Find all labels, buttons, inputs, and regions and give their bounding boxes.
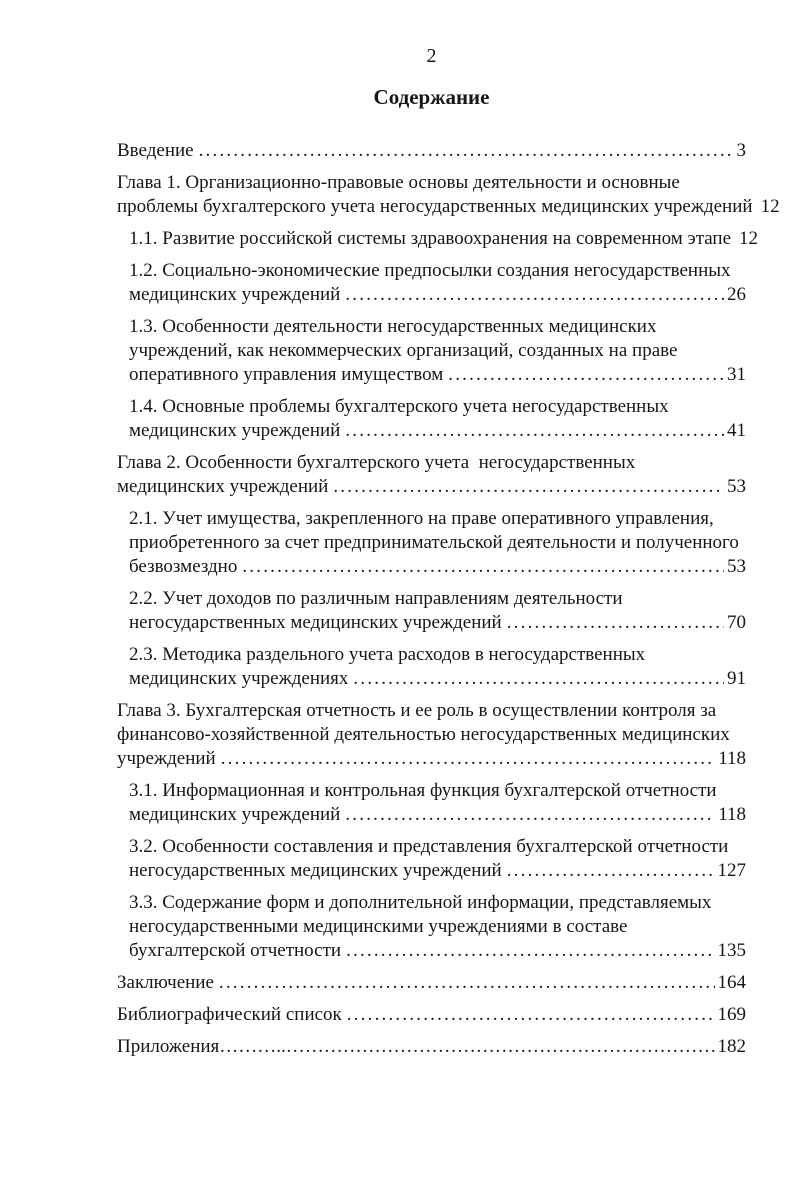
toc-entry-line: финансово-хозяйственной деятельностью не… [117,724,730,745]
toc-page-ref: 135 [717,940,747,961]
toc-entry-2-1: 2.1. Учет имущества, закрепленного на пр… [129,507,746,579]
toc-page-ref: 118 [718,748,746,769]
toc-entry-3-2: 3.2. Особенности составления и представл… [129,835,746,883]
toc-entry-title: негосударственных медицинских учреждений [129,612,502,633]
toc-entry-line: учреждений, как некоммерческих организац… [129,340,678,361]
toc-entry-title: медицинских учреждений [129,284,341,305]
dot-leader [345,419,724,443]
toc-entry-line: 2.2. Учет доходов по различным направлен… [129,588,623,609]
toc-page-ref: 164 [717,972,747,993]
toc-entry-title: бухгалтерской отчетности [129,940,342,961]
toc-page-ref: 26 [727,284,746,305]
toc-entry-title: Приложения [117,1036,220,1057]
page-number: 2 [426,45,437,67]
toc-entry-title: Заключение [117,972,214,993]
toc-page-ref: 127 [717,860,747,881]
toc-page-ref: 182 [717,1036,747,1057]
toc-page-ref: 169 [717,1004,747,1025]
toc-entry-vvedenie: Введение 3 [117,139,746,163]
toc-entry-line: 3.2. Особенности составления и представл… [129,836,729,857]
toc-entry-title: негосударственных медицинских учреждений [129,860,502,881]
toc-entry-line: приобретенного за счет предпринимательск… [129,532,739,553]
table-of-contents: Введение 3 Глава 1. Организационно-право… [117,139,780,1059]
dot-leader [219,971,715,995]
toc-page-ref: 41 [727,420,746,441]
toc-entry-title: медицинских учреждений [117,476,329,497]
dot-leader [333,475,724,499]
toc-entry-zakljuchenie: Заключение 164 [117,971,746,995]
toc-entry-3-1: 3.1. Информационная и контрольная функци… [129,779,746,827]
toc-entry-glava-1: Глава 1. Организационно-правовые основы … [117,171,780,219]
toc-entry-line: 1.3. Особенности деятельности негосударс… [129,316,657,337]
toc-title: Содержание [373,85,490,109]
toc-entry-line: Глава 1. Организационно-правовые основы … [117,172,680,193]
toc-entry-line: 3.1. Информационная и контрольная функци… [129,780,717,801]
toc-entry-1-2: 1.2. Социально-экономические предпосылки… [129,259,746,307]
toc-entry-line: 2.3. Методика раздельного учета расходов… [129,644,646,665]
dot-leader [448,363,724,387]
toc-entry-1-3: 1.3. Особенности деятельности негосударс… [129,315,746,387]
toc-entry-title: безвозмездно [129,556,238,577]
toc-page-ref: 70 [727,612,746,633]
toc-entry-glava-2: Глава 2. Особенности бухгалтерского учет… [117,451,746,499]
toc-page-ref: 3 [736,140,747,161]
dot-leader [346,939,714,963]
dot-leader [242,555,724,579]
toc-entry-title: 1.1. Развитие российской системы здравоо… [129,228,732,249]
toc-entry-title: проблемы бухгалтерского учета негосударс… [117,196,753,217]
dot-leader [507,611,724,635]
toc-page-ref: 91 [727,668,746,689]
toc-entry-3-3: 3.3. Содержание форм и дополнительной ин… [129,891,746,963]
toc-entry-line: 3.3. Содержание форм и дополнительной ин… [129,892,712,913]
toc-page-ref: 31 [727,364,746,385]
toc-entry-2-3: 2.3. Методика раздельного учета расходов… [129,643,746,691]
toc-entry-title: Библиографический список [117,1004,342,1025]
toc-entry-title: Введение [117,140,194,161]
dot-leader [345,283,724,307]
toc-entry-1-4: 1.4. Основные проблемы бухгалтерского уч… [129,395,746,443]
toc-page-ref: 53 [727,556,746,577]
toc-entry-line: 1.4. Основные проблемы бухгалтерского уч… [129,396,669,417]
toc-entry-line: Глава 2. Особенности бухгалтерского учет… [117,452,636,473]
toc-entry-line: 1.2. Социально-экономические предпосылки… [129,260,731,281]
toc-entry-2-2: 2.2. Учет доходов по различным направлен… [129,587,746,635]
dot-leader [199,139,734,163]
dot-leader [507,859,715,883]
dot-leader [353,667,724,691]
toc-entry-line: 2.1. Учет имущества, закрепленного на пр… [129,508,714,529]
dot-leader [345,803,715,827]
toc-page-ref: 118 [718,804,746,825]
toc-page-ref: 12 [760,196,780,217]
dot-leader [221,747,715,771]
dot-leader [347,1003,715,1027]
toc-entry-bibliografija: Библиографический список 169 [117,1003,746,1027]
toc-entry-prilozhenija: Приложения 182 [117,1035,746,1059]
toc-entry-title: медицинских учреждений [129,420,341,441]
toc-page-ref: 53 [727,476,746,497]
toc-entry-line: негосударственными медицинскими учрежден… [129,916,628,937]
toc-entry-title: медицинских учреждений [129,804,341,825]
toc-entry-title: оперативного управления имуществом [129,364,444,385]
toc-entry-line: Глава 3. Бухгалтерская отчетность и ее р… [117,700,717,721]
toc-entry-title: медицинских учреждениях [129,668,349,689]
ellipsis-leader [219,1035,717,1059]
toc-entry-title: учреждений [117,748,216,769]
toc-entry-glava-3: Глава 3. Бухгалтерская отчетность и ее р… [117,699,746,771]
toc-page-ref: 12 [739,228,759,249]
toc-entry-1-1: 1.1. Развитие российской системы здравоо… [129,227,758,251]
